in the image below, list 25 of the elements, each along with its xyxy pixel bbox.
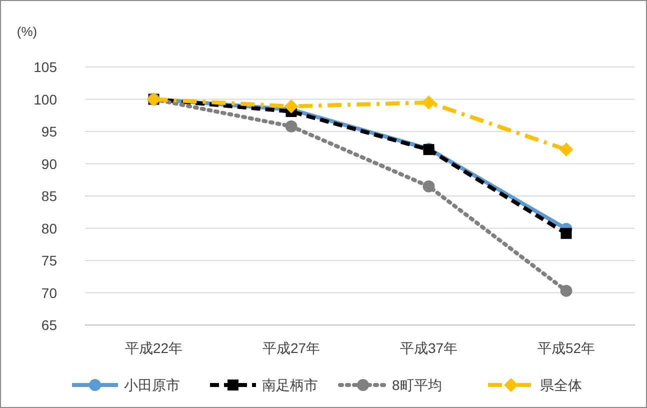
y-tick-label: 85 [41,188,58,204]
point [560,284,572,297]
y-tick-label: 105 [34,59,58,75]
y-tick-label: 70 [41,284,58,301]
legend-label: 南足柄市 [262,377,318,393]
point [422,95,436,110]
legend-label: 県全体 [540,377,582,393]
y-tick-label: 80 [41,220,58,236]
legend-label: 小田原市 [124,377,180,393]
y-tick-label: 75 [41,252,58,268]
x-tick-label: 平成37年 [400,340,458,356]
point [284,99,298,114]
y-tick-label: 95 [41,124,58,140]
x-tick-label: 平成27年 [262,340,320,356]
y-tick-label: 100 [34,91,58,108]
legend-label: 8町平均 [392,377,442,393]
y-axis-title: (%) [16,24,38,39]
y-tick-label: 65 [41,317,58,333]
point [285,120,298,132]
point [560,228,572,239]
y-tick-label: 90 [41,156,58,172]
point [559,142,574,157]
point [422,180,435,192]
x-tick-label: 平成52年 [537,340,596,356]
x-tick-label: 平成22年 [124,340,183,356]
